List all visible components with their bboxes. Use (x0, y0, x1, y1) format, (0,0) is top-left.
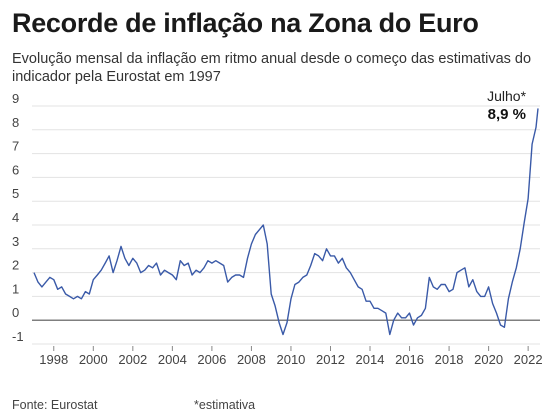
annotation-label: Julho* (487, 88, 526, 104)
grid-lines (32, 105, 540, 345)
x-tick-label: 2016 (395, 352, 424, 367)
x-tick-label: 2004 (158, 352, 187, 367)
y-tick-label: 7 (12, 139, 19, 154)
axis-labels: 9 8 7 6 5 4 3 2 1 0 -1 1998 2000 2002 2004 2006 2008 2010… (12, 91, 543, 367)
y-tick-label: 8 (12, 115, 19, 130)
source-note: Fonte: Eurostat (12, 398, 98, 412)
inflation-series-line (33, 108, 539, 336)
y-tick-label: 3 (12, 234, 19, 249)
x-tick-label: 2006 (197, 352, 226, 367)
chart-subtitle: Evolução mensal da inflação em ritmo anu… (12, 51, 532, 85)
y-tick-label: 4 (12, 210, 19, 225)
chart-title: Recorde de inflação na Zona do Euro (12, 8, 479, 38)
y-tick-label: 0 (12, 305, 19, 320)
x-tick-label: 2000 (79, 352, 108, 367)
x-tick-label: 1998 (39, 352, 68, 367)
annotation-value: 8,9 % (488, 106, 526, 123)
y-tick-label: 1 (12, 281, 19, 296)
x-tick-label: 2022 (514, 352, 543, 367)
estimate-note: *estimativa (194, 398, 256, 412)
y-tick-label: 6 (12, 162, 19, 177)
x-tick-label: 2020 (474, 352, 503, 367)
x-tick-label: 2010 (276, 352, 305, 367)
y-tick-label: 2 (12, 258, 19, 273)
x-tick-label: 2014 (356, 352, 385, 367)
data-points (33, 107, 539, 335)
x-tick-label: 2018 (435, 352, 464, 367)
annotation: Julho* 8,9 % (487, 88, 526, 123)
y-tick-label: -1 (12, 329, 24, 344)
x-tick-label: 2012 (316, 352, 345, 367)
x-tick-label: 2002 (118, 352, 147, 367)
x-tick-label: 2008 (237, 352, 266, 367)
y-tick-label: 5 (12, 186, 19, 201)
y-tick-label: 9 (12, 91, 19, 106)
